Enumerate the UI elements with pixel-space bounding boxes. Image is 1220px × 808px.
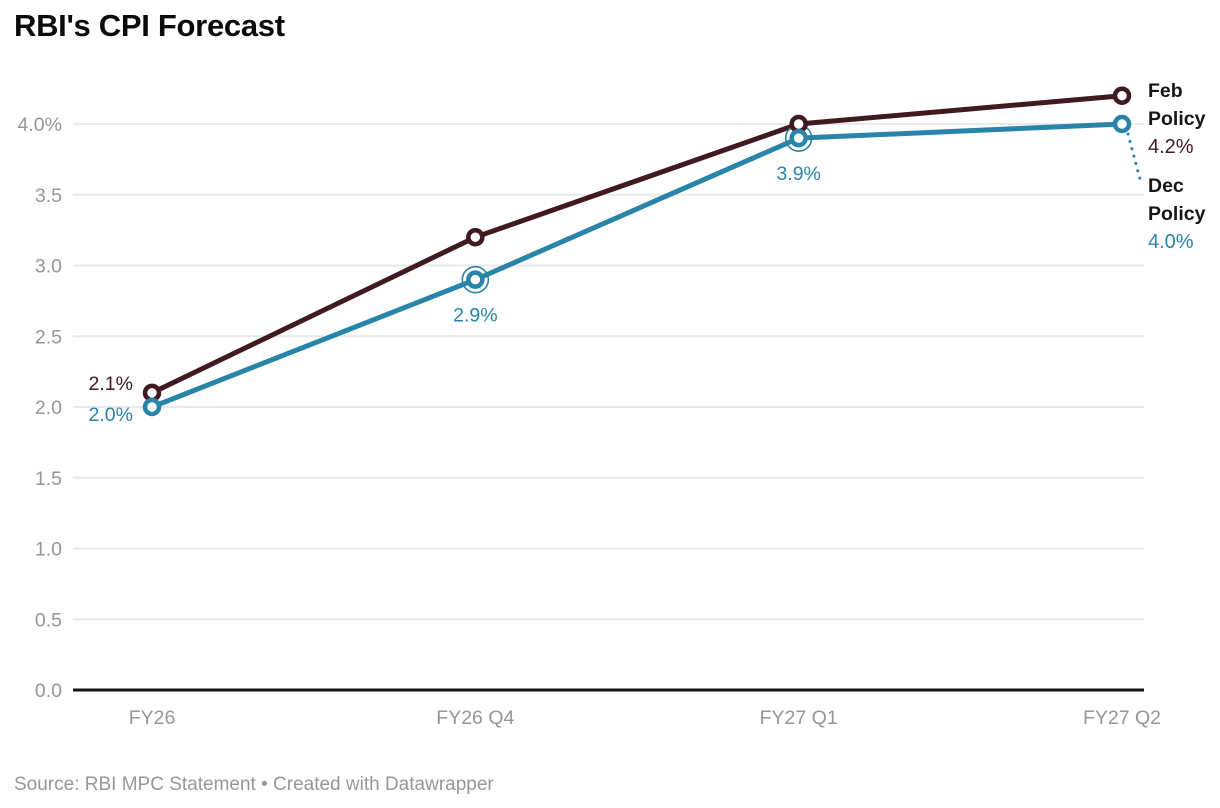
series-line-feb-policy bbox=[149, 93, 1125, 396]
point-value-label: 2.1% bbox=[89, 373, 133, 395]
point-value-label: 3.9% bbox=[776, 163, 820, 185]
x-axis-tick-label: FY26 bbox=[129, 707, 176, 729]
leader-line bbox=[1126, 132, 1143, 185]
y-axis-tick-label: 3.5 bbox=[35, 185, 62, 207]
y-axis-tick-label: 3.0 bbox=[35, 256, 62, 278]
point-dec-policy-fy26-q4[interactable] bbox=[466, 270, 485, 289]
point-feb-policy-fy26-q4[interactable] bbox=[466, 227, 485, 247]
point-dec-policy-fy26[interactable] bbox=[142, 397, 162, 417]
series-end-label-dec-policy: Dec bbox=[1148, 175, 1184, 197]
series-end-label-feb-policy: Policy bbox=[1148, 108, 1206, 130]
y-axis-tick-label: 4.0% bbox=[18, 114, 62, 136]
y-axis-tick-label: 2.5 bbox=[35, 326, 62, 348]
x-axis-tick-label: FY27 Q2 bbox=[1083, 707, 1161, 729]
x-axis-tick-label: FY27 Q1 bbox=[760, 707, 838, 729]
point-value-label: 2.0% bbox=[89, 404, 133, 426]
y-axis-tick-label: 0.5 bbox=[35, 609, 62, 631]
series-line-dec-policy bbox=[149, 121, 1125, 410]
source-note: Source: RBI MPC Statement • Created with… bbox=[14, 774, 494, 795]
series-end-value-dec-policy: 4.0% bbox=[1148, 231, 1194, 253]
series-end-label-feb-policy: Feb bbox=[1148, 80, 1183, 102]
point-value-label: 2.9% bbox=[453, 305, 497, 327]
y-axis-tick-label: 1.5 bbox=[35, 468, 62, 490]
point-dec-policy-fy27-q1[interactable] bbox=[789, 128, 808, 148]
y-axis-tick-label: 1.0 bbox=[35, 539, 62, 561]
y-axis-tick-label: 0.0 bbox=[35, 680, 62, 702]
series-end-value-feb-policy: 4.2% bbox=[1148, 136, 1194, 158]
x-axis-tick-label: FY26 Q4 bbox=[436, 707, 514, 729]
highlight-ring bbox=[461, 265, 490, 294]
series-end-label-dec-policy: Policy bbox=[1148, 203, 1206, 225]
y-axis-tick-label: 2.0 bbox=[35, 397, 62, 419]
point-dec-policy-fy27-q2[interactable] bbox=[1112, 114, 1132, 134]
point-feb-policy-fy27-q2[interactable] bbox=[1112, 86, 1132, 105]
chart-title: RBI's CPI Forecast bbox=[14, 8, 285, 43]
